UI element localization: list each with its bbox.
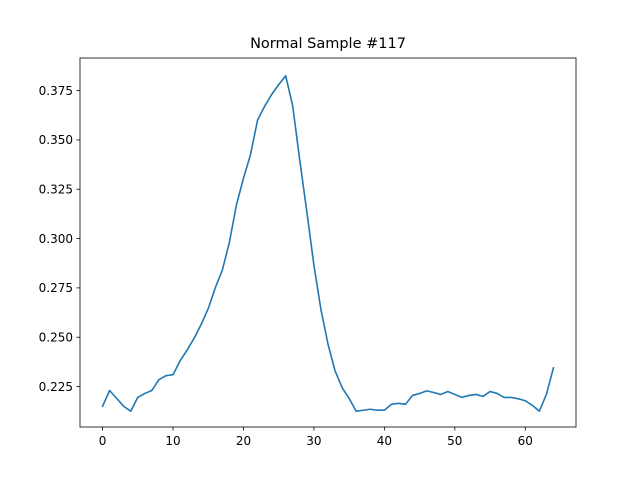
chart-title: Normal Sample #117 xyxy=(250,36,406,52)
x-tick-label: 40 xyxy=(377,434,392,448)
x-tick-label: 0 xyxy=(99,434,107,448)
x-tick-label: 20 xyxy=(236,434,251,448)
series-line xyxy=(101,74,555,413)
y-tick-label: 0.300 xyxy=(39,232,73,246)
y-tick-label: 0.375 xyxy=(39,84,73,98)
x-tick-label: 60 xyxy=(518,434,533,448)
x-tick-label: 10 xyxy=(165,434,180,448)
y-tick-label: 0.225 xyxy=(39,380,73,394)
x-tick-label: 50 xyxy=(447,434,462,448)
plot-frame xyxy=(79,57,577,428)
y-tick-label: 0.350 xyxy=(39,133,73,147)
y-tick-label: 0.250 xyxy=(39,331,73,345)
y-tick-label: 0.275 xyxy=(39,281,73,295)
x-tick-label: 30 xyxy=(306,434,321,448)
y-tick-label: 0.325 xyxy=(39,183,73,197)
